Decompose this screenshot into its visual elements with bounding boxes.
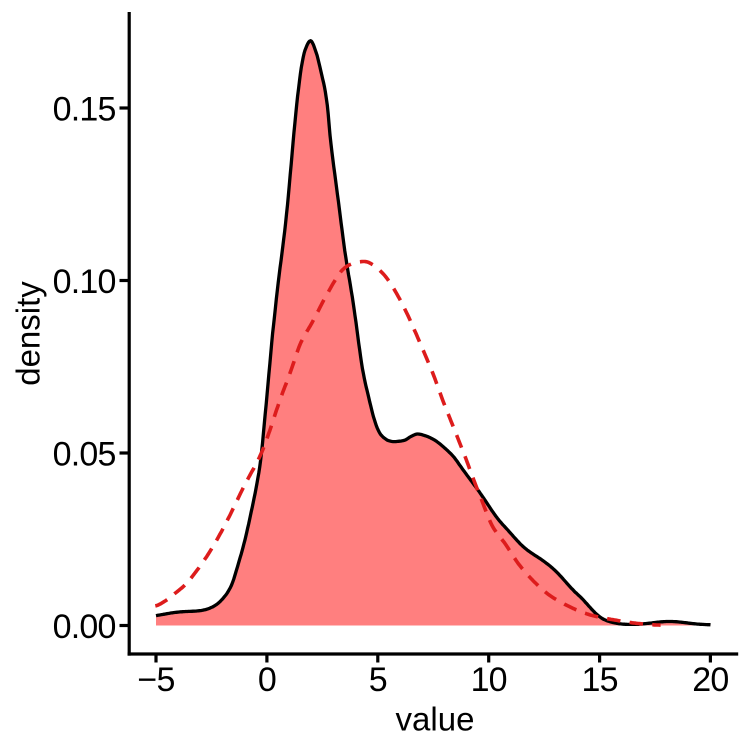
svg-text:15: 15 <box>581 661 617 699</box>
svg-text:−5: −5 <box>137 661 174 699</box>
svg-text:0.10: 0.10 <box>53 263 116 301</box>
svg-text:0.15: 0.15 <box>53 91 116 129</box>
svg-text:0.00: 0.00 <box>53 608 116 646</box>
svg-text:20: 20 <box>692 661 728 699</box>
svg-text:10: 10 <box>471 661 507 699</box>
svg-text:value: value <box>396 700 475 737</box>
svg-text:0.05: 0.05 <box>53 436 116 474</box>
svg-text:5: 5 <box>369 661 387 699</box>
svg-text:0: 0 <box>258 661 276 699</box>
svg-text:density: density <box>10 281 47 386</box>
